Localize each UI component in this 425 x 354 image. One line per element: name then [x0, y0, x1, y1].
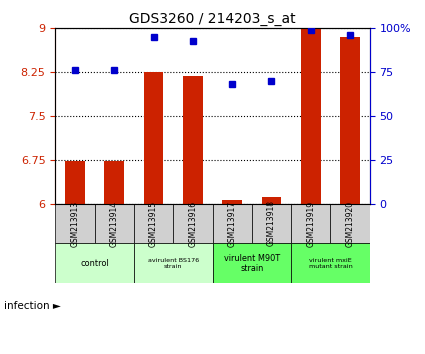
FancyBboxPatch shape — [291, 244, 370, 283]
Bar — [144, 72, 163, 204]
FancyBboxPatch shape — [134, 204, 173, 244]
Text: GSM213917: GSM213917 — [228, 200, 237, 246]
Bar — [65, 161, 85, 204]
Bar — [262, 196, 281, 204]
FancyBboxPatch shape — [291, 204, 331, 244]
Bar — [183, 76, 203, 204]
FancyBboxPatch shape — [55, 244, 134, 283]
Text: GSM213918: GSM213918 — [267, 200, 276, 246]
Text: virulent M90T
strain: virulent M90T strain — [224, 253, 280, 273]
Text: virulent mxiE
mutant strain: virulent mxiE mutant strain — [309, 258, 352, 269]
Bar — [340, 37, 360, 204]
Text: GSM213914: GSM213914 — [110, 200, 119, 246]
Text: infection ►: infection ► — [4, 301, 61, 311]
FancyBboxPatch shape — [94, 204, 134, 244]
Text: GSM213919: GSM213919 — [306, 200, 315, 246]
Bar — [222, 200, 242, 204]
FancyBboxPatch shape — [134, 244, 212, 283]
FancyBboxPatch shape — [212, 244, 291, 283]
Text: GSM213920: GSM213920 — [346, 200, 354, 246]
Bar — [301, 28, 320, 204]
Text: GSM213915: GSM213915 — [149, 200, 158, 246]
FancyBboxPatch shape — [252, 204, 291, 244]
FancyBboxPatch shape — [55, 204, 94, 244]
FancyBboxPatch shape — [212, 204, 252, 244]
Text: GSM213913: GSM213913 — [71, 200, 79, 246]
Title: GDS3260 / 214203_s_at: GDS3260 / 214203_s_at — [129, 12, 296, 26]
FancyBboxPatch shape — [173, 204, 212, 244]
Text: control: control — [80, 259, 109, 268]
Bar — [105, 161, 124, 204]
Text: avirulent BS176
strain: avirulent BS176 strain — [147, 258, 199, 269]
Text: GSM213916: GSM213916 — [188, 200, 197, 246]
FancyBboxPatch shape — [331, 204, 370, 244]
